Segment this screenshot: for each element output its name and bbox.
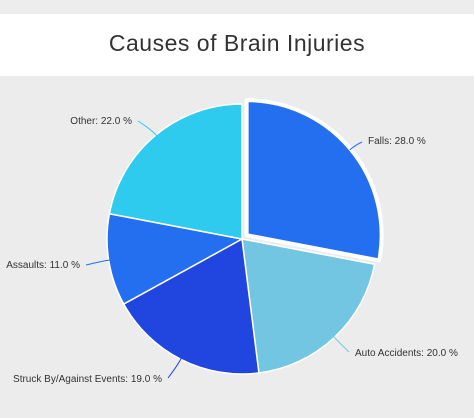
top-band [0, 0, 474, 14]
slice-label: Falls: 28.0 % [368, 136, 426, 147]
leader-line [349, 141, 363, 151]
leader-line [137, 120, 157, 137]
leader-line [167, 358, 182, 379]
slice-label: Other: 22.0 % [70, 116, 132, 127]
slice-label: Struck By/Against Events: 19.0 % [13, 374, 162, 385]
slice-label: Auto Accidents: 20.0 % [355, 348, 458, 359]
leader-line [85, 259, 110, 266]
title-area [0, 14, 474, 76]
leader-line [333, 336, 350, 353]
chart-title: Causes of Brain Injuries [108, 30, 366, 56]
pie-slice-falls [244, 98, 384, 263]
slice-label: Assaults: 11.0 % [6, 260, 80, 271]
